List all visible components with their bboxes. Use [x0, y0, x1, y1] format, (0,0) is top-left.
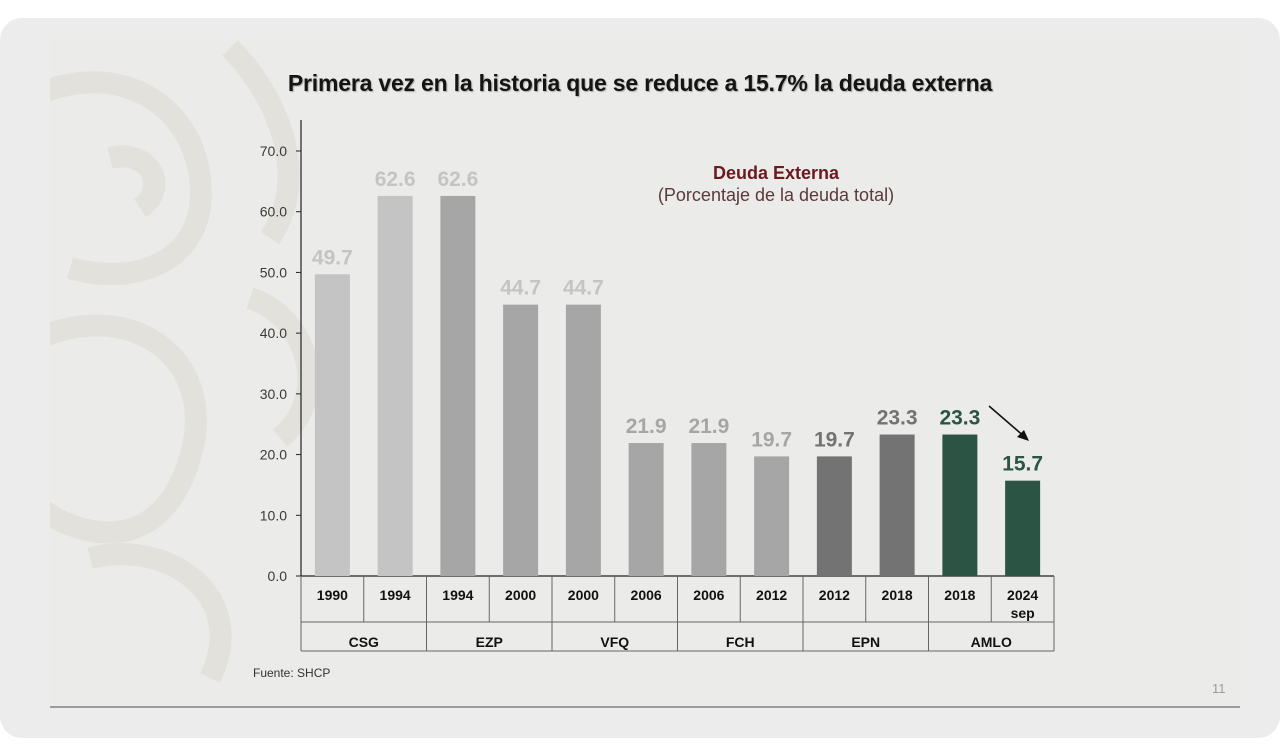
year-label: 2024: [1007, 587, 1038, 603]
bar: [440, 195, 476, 576]
value-label: 62.6: [437, 168, 478, 191]
y-tick-label: 50.0: [260, 264, 287, 280]
bar: [503, 304, 539, 576]
ornament-pattern: [50, 40, 320, 683]
bar: [1005, 480, 1041, 576]
value-label: 62.6: [375, 168, 416, 191]
bar: [879, 434, 915, 576]
year-label: 1994: [442, 587, 473, 603]
bar: [565, 304, 601, 576]
y-tick-label: 70.0: [260, 143, 287, 159]
legend: Deuda Externa (Porcentaje de la deuda to…: [646, 163, 906, 207]
value-label: 21.9: [626, 415, 667, 438]
year-label: 1994: [380, 587, 411, 603]
group-label: AMLO: [971, 634, 1012, 650]
year-label: 1990: [317, 587, 348, 603]
y-tick-label: 0.0: [268, 568, 288, 584]
value-label: 44.7: [563, 277, 604, 300]
year-label: 2006: [693, 587, 724, 603]
value-label: 19.7: [814, 428, 855, 451]
group-label: EPN: [851, 634, 880, 650]
decrease-arrow-head: [1017, 430, 1029, 441]
value-label: 21.9: [688, 415, 729, 438]
value-label: 15.7: [1002, 453, 1043, 476]
value-label: 44.7: [500, 277, 541, 300]
y-tick-label: 40.0: [260, 325, 287, 341]
y-tick-label: 10.0: [260, 507, 287, 523]
slide: [50, 38, 1240, 708]
year-label: 2018: [882, 587, 913, 603]
bar: [816, 456, 852, 576]
group-label: FCH: [726, 634, 755, 650]
year-label-suffix: sep: [1011, 605, 1035, 621]
group-label: EZP: [476, 634, 503, 650]
group-label: VFQ: [600, 634, 629, 650]
group-label: CSG: [349, 634, 379, 650]
value-label: 19.7: [751, 428, 792, 451]
chart-title: Primera vez en la historia que se reduce…: [287, 70, 993, 96]
legend-subtitle: (Porcentaje de la deuda total): [657, 185, 895, 205]
bar: [691, 443, 727, 576]
value-label: 23.3: [877, 407, 918, 430]
decrease-arrow: [988, 405, 1027, 439]
value-label: 49.7: [312, 246, 353, 269]
y-tick-label: 60.0: [260, 204, 287, 220]
year-label: 2012: [756, 587, 787, 603]
year-label: 2000: [505, 587, 536, 603]
bar: [628, 443, 664, 576]
page-number: 11: [1212, 681, 1226, 696]
bar: [314, 274, 350, 576]
year-label: 2006: [631, 587, 662, 603]
bar: [754, 456, 790, 576]
year-label: 2018: [944, 587, 975, 603]
bar: [942, 434, 978, 576]
source-note: Fuente: SHCP: [253, 666, 331, 680]
y-tick-label: 20.0: [260, 447, 287, 463]
bar: [377, 195, 413, 576]
y-tick-label: 30.0: [260, 386, 287, 402]
slide-bottom-rule: [50, 706, 1240, 708]
year-label: 2000: [568, 587, 599, 603]
legend-title: Deuda Externa: [712, 163, 840, 183]
year-label: 2012: [819, 587, 850, 603]
value-label: 23.3: [939, 407, 980, 430]
